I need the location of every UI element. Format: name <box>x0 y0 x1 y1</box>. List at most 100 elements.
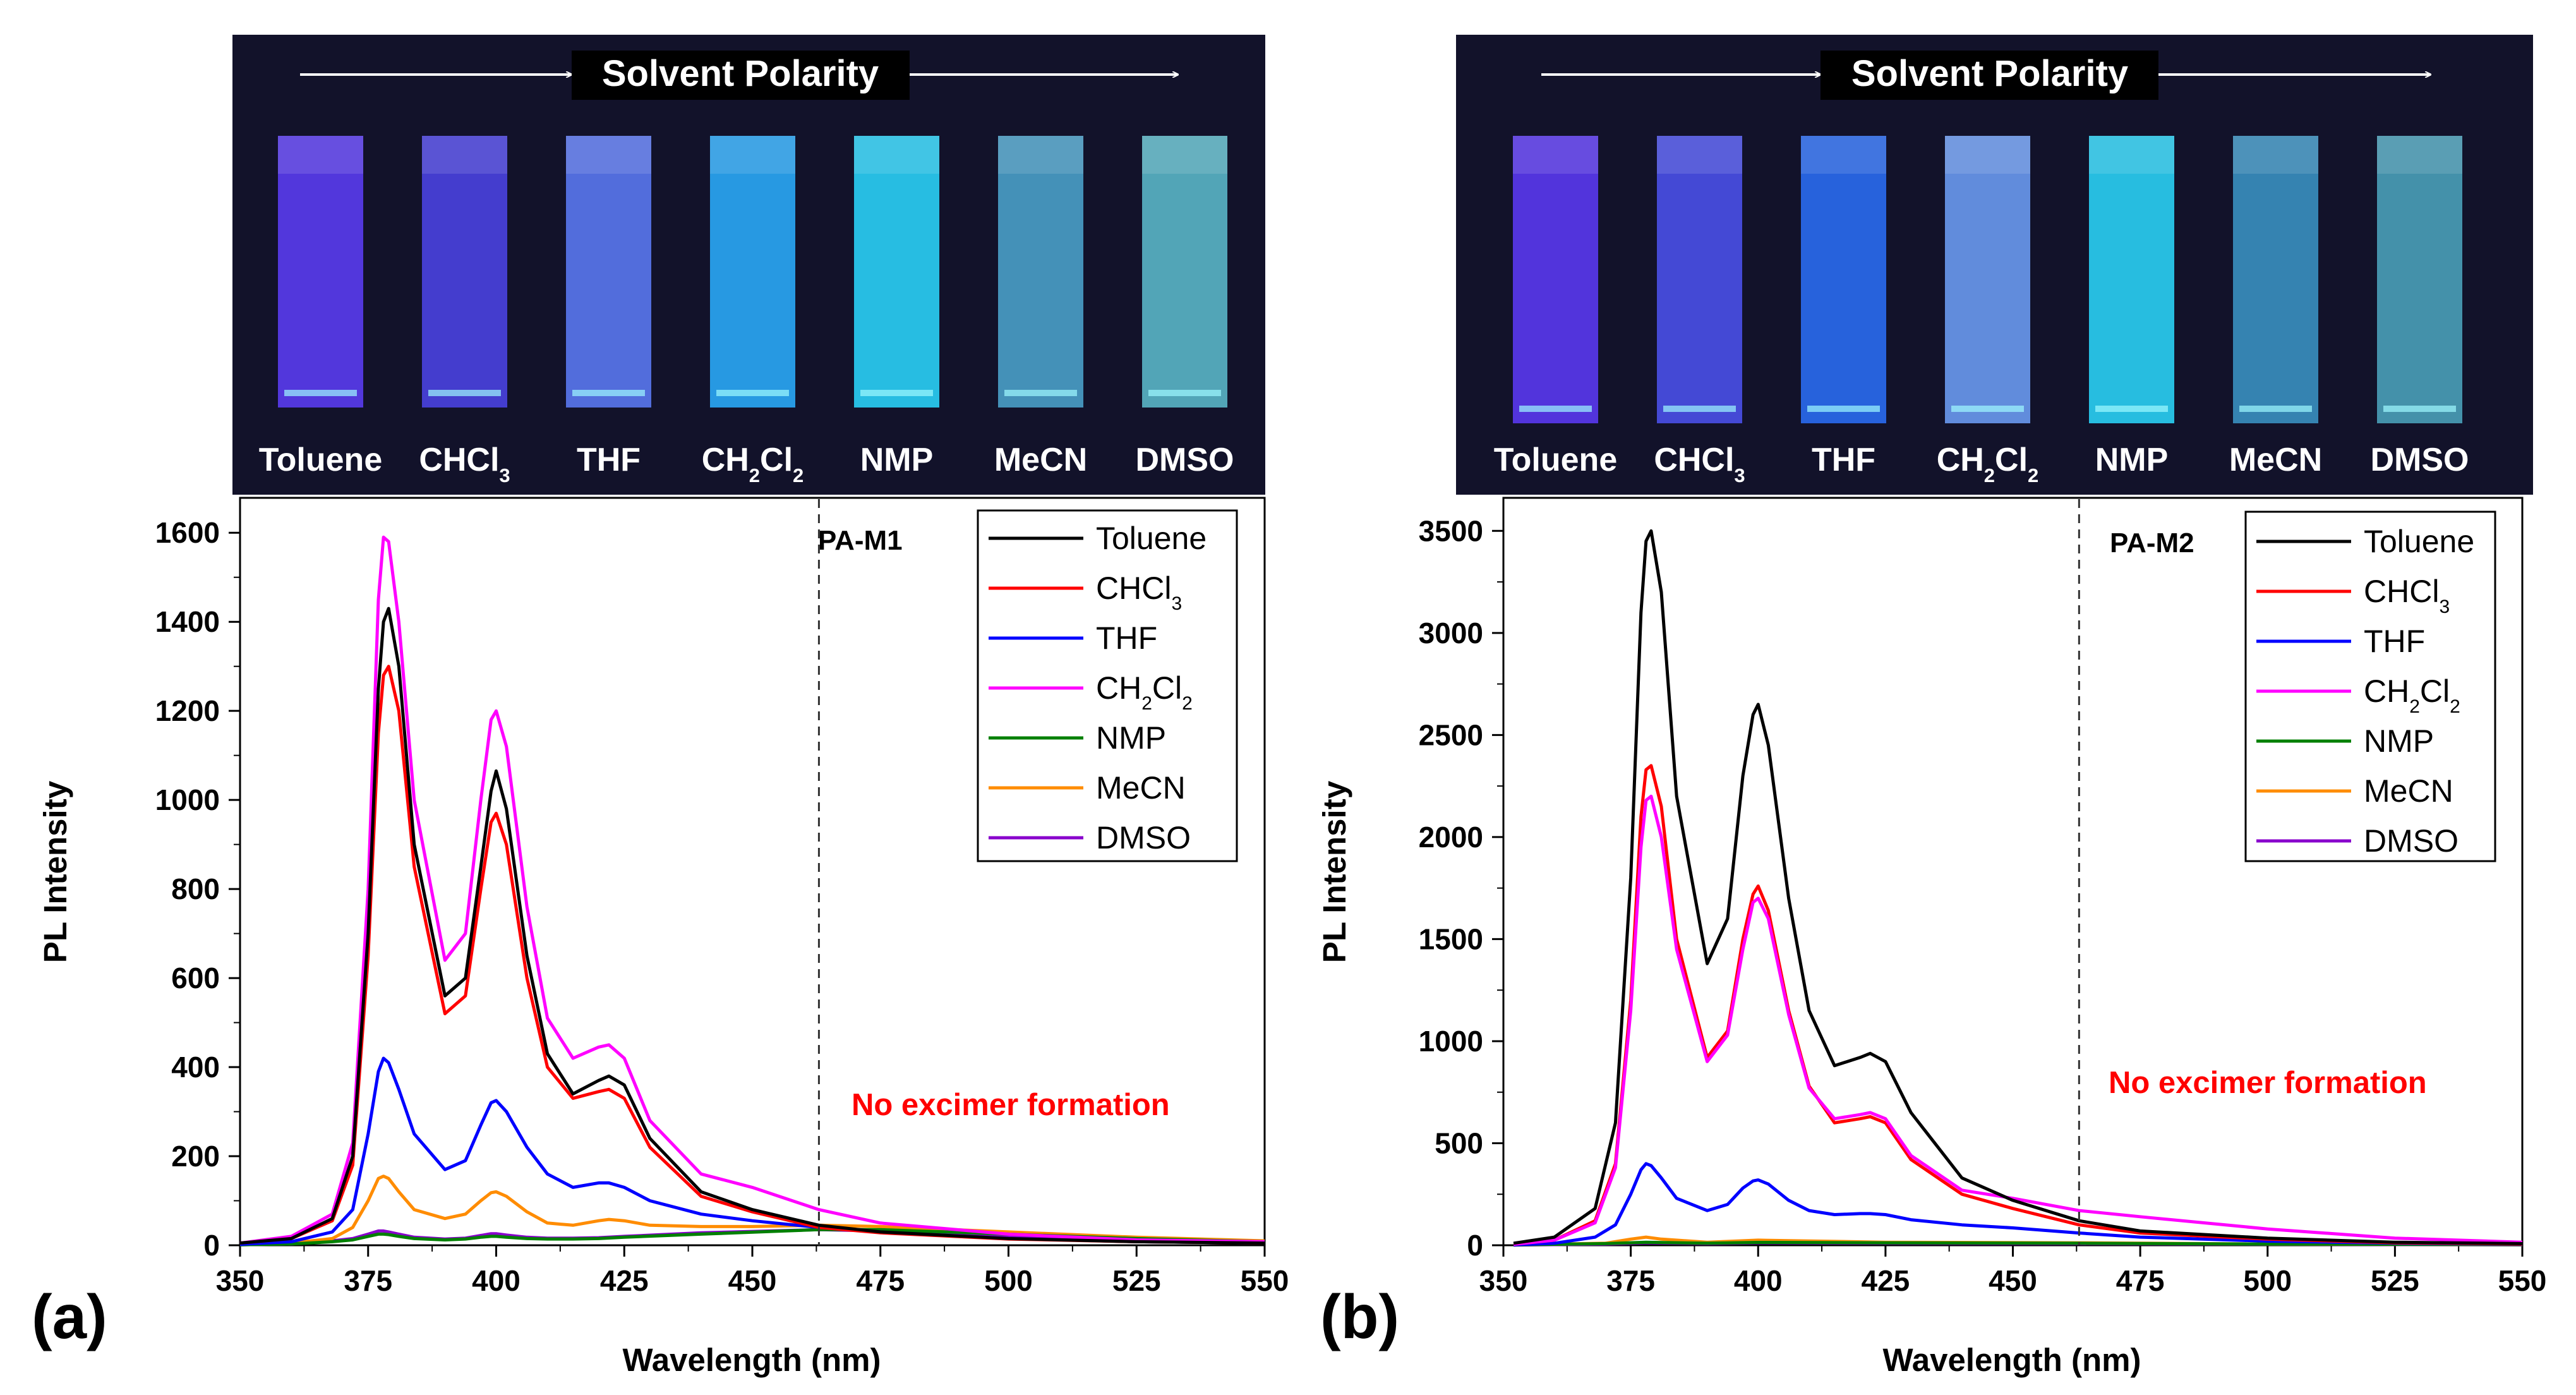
x-tick-label: 400 <box>1734 1264 1783 1297</box>
y-tick-label: 3000 <box>1419 617 1483 649</box>
cuvette-labels: Toluene CHCl3 THF CH2Cl2 NMP MeCN DMSO <box>1494 442 2469 486</box>
cuvette-cap <box>1142 136 1227 174</box>
y-tick-label: 600 <box>171 962 220 994</box>
axis-ticks-a: 350 375 400 425 450 475 500 525 550 0 200 400 600 800… <box>155 516 1289 1297</box>
cuvette-body <box>422 136 507 408</box>
legend-label-nmp: NMP <box>1096 720 1166 756</box>
y-tick-label: 1200 <box>155 694 220 727</box>
legend-label-toluene: Toluene <box>1096 521 1207 556</box>
x-tick-label: 500 <box>2243 1264 2292 1297</box>
x-tick-label: 350 <box>1479 1264 1528 1297</box>
x-tick-label: 475 <box>856 1264 905 1297</box>
legend-label-chcl3: CHCl3 <box>2364 574 2450 617</box>
cuvette-label-mecn: MeCN <box>994 442 1087 478</box>
x-tick-label: 375 <box>1606 1264 1655 1297</box>
panel-b: Solvent Polarity Toluene CHCl3 THF CH2Cl2 NM… <box>1316 35 2546 1378</box>
cuvette-body <box>1657 136 1742 423</box>
legend-label-ch2cl2: CH2Cl2 <box>2364 673 2460 717</box>
cuvette-cap <box>1801 136 1886 174</box>
cuvette-label-thf: THF <box>577 442 641 478</box>
y-tick-label: 200 <box>171 1140 220 1173</box>
cuvette-chcl3 <box>422 136 507 408</box>
cuvette-mecn <box>2233 136 2318 423</box>
cuvette-label-nmp: NMP <box>860 442 934 478</box>
x-axis-label-a: Wavelength (nm) <box>623 1342 881 1378</box>
y-tick-label: 0 <box>203 1229 220 1262</box>
legend-label-ch2cl2: CH2Cl2 <box>1096 670 1193 714</box>
series-line-thf <box>1513 1162 2523 1247</box>
x-tick-label: 475 <box>2116 1264 2165 1297</box>
cuvette-body <box>2233 136 2318 423</box>
panel-label-b: (b) <box>1320 1282 1399 1351</box>
x-axis-label-b: Wavelength (nm) <box>1883 1342 2141 1378</box>
cuvette-glow <box>1951 406 2024 412</box>
cuvette-cap <box>2233 136 2318 174</box>
cuvette-glow <box>2095 406 2168 412</box>
cuvette-ch2cl2 <box>1945 136 2030 423</box>
cuvette-glow <box>716 390 789 396</box>
cuvette-dmso <box>2377 136 2462 423</box>
polarity-title: Solvent Polarity <box>1851 53 2128 94</box>
cuvette-label-ch2cl2: CH2Cl2 <box>1937 442 2039 486</box>
cuvette-label-thf: THF <box>1812 442 1875 478</box>
y-tick-label: 1500 <box>1419 922 1483 955</box>
legend-label-chcl3: CHCl3 <box>1096 571 1182 614</box>
cuvette-body <box>1513 136 1598 423</box>
polarity-title-box <box>572 51 910 100</box>
series-line-toluene <box>1513 529 2523 1245</box>
cuvette-glow <box>2383 406 2456 412</box>
cuvette-label-nmp: NMP <box>2095 442 2169 478</box>
y-tick-label: 2000 <box>1419 821 1483 854</box>
cuvette-glow <box>1148 390 1221 396</box>
legend-label-mecn: MeCN <box>2364 773 2453 809</box>
x-tick-label: 525 <box>2371 1264 2419 1297</box>
cuvette-label-chcl3: CHCl3 <box>419 442 510 486</box>
cuvette-body <box>998 136 1083 408</box>
cuvette-glow <box>428 390 501 396</box>
x-tick-label: 450 <box>1989 1264 2037 1297</box>
cuvette-label-toluene: Toluene <box>259 442 382 478</box>
cuvette-glow <box>1519 406 1592 412</box>
legend-label-dmso: DMSO <box>2364 823 2459 859</box>
x-tick-label: 525 <box>1112 1264 1161 1297</box>
cuvette-cap <box>1513 136 1598 174</box>
y-axis-label-b: PL Intensity <box>1316 780 1352 963</box>
cuvette-cap <box>2089 136 2174 174</box>
legend-label-dmso: DMSO <box>1096 820 1191 855</box>
cuvette-mecn <box>998 136 1083 408</box>
legend-label-nmp: NMP <box>2364 723 2434 759</box>
annotation-a: No excimer formation <box>852 1088 1170 1122</box>
legend-label-thf: THF <box>1096 620 1157 656</box>
series-line-thf <box>239 1056 1265 1247</box>
x-tick-label: 425 <box>600 1264 649 1297</box>
series-line-chcl3 <box>1513 764 2523 1246</box>
legend-entries-b: Toluene CHCl3 THF CH2Cl2 NMP MeCN DMSO <box>2256 524 2474 859</box>
cuvette-chcl3 <box>1657 136 1742 423</box>
x-tick-label: 350 <box>216 1264 265 1297</box>
cuvette-label-chcl3: CHCl3 <box>1654 442 1745 486</box>
x-tick-label: 550 <box>2498 1264 2547 1297</box>
cuvette-body <box>1945 136 2030 423</box>
cuvette-nmp <box>2089 136 2174 423</box>
cuvettes <box>1513 136 2462 423</box>
cuvette-label-dmso: DMSO <box>1136 442 1234 478</box>
cuvette-glow <box>1807 406 1880 412</box>
cuvette-body <box>2089 136 2174 423</box>
cuvette-body <box>1142 136 1227 408</box>
cuvette-label-toluene: Toluene <box>1494 442 1617 478</box>
polarity-title: Solvent Polarity <box>602 53 879 94</box>
cuvette-glow <box>860 390 933 396</box>
cuvette-cap <box>710 136 795 174</box>
y-tick-label: 1600 <box>155 516 220 549</box>
y-tick-label: 2500 <box>1419 718 1483 751</box>
cuvette-photo-b: Solvent Polarity Toluene CHCl3 THF CH2Cl2 NM… <box>1456 35 2533 495</box>
x-tick-label: 500 <box>984 1264 1033 1297</box>
series-line-ch2cl2 <box>1513 794 2523 1246</box>
x-tick-label: 550 <box>1241 1264 1289 1297</box>
x-tick-label: 425 <box>1862 1264 1910 1297</box>
legend-label-thf: THF <box>2364 624 2425 659</box>
cuvette-glow <box>1004 390 1077 396</box>
y-tick-label: 1000 <box>1419 1025 1483 1058</box>
y-tick-label: 3500 <box>1419 514 1483 547</box>
legend-a <box>977 509 1238 862</box>
